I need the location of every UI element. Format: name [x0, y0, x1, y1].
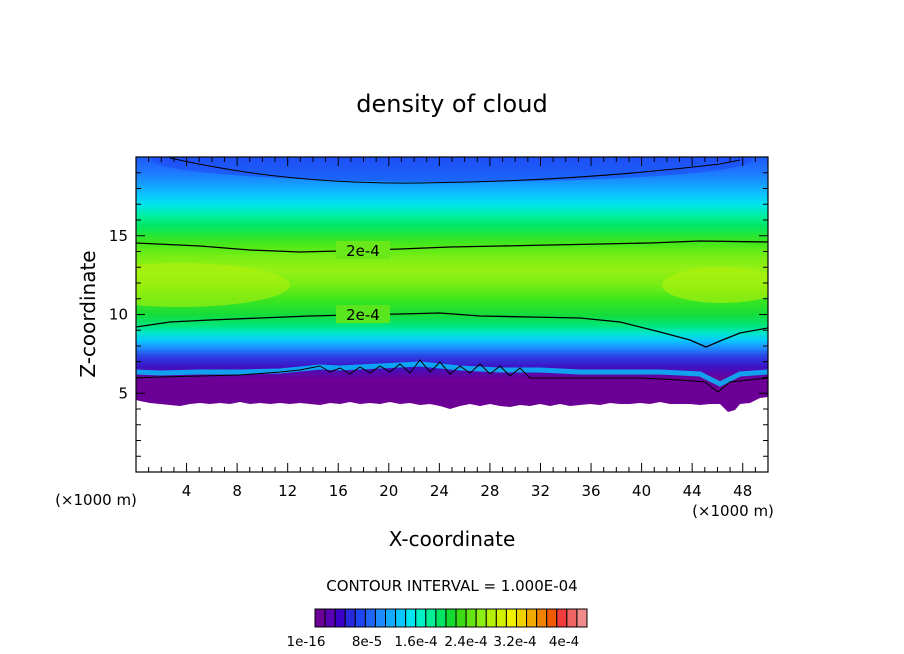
colorbar-swatch — [556, 608, 568, 628]
colorbar-label: 4e-4 — [549, 634, 579, 650]
colorbar-label: 2.4e-4 — [444, 634, 487, 650]
colorbar-label: 3.2e-4 — [493, 634, 536, 650]
contour-label-lower: 2e-4 — [346, 306, 380, 324]
x-tick-label: 44 — [683, 482, 702, 500]
chart-title: density of cloud — [356, 90, 547, 118]
cloud-base-band — [136, 361, 768, 387]
x-tick-label: 16 — [329, 482, 348, 500]
x-tick-label: 12 — [278, 482, 297, 500]
colorbar-labels: 1e-16 8e-5 1.6e-4 2.4e-4 3.2e-4 4e-4 — [287, 634, 580, 650]
y-tick-label: 15 — [109, 227, 128, 245]
colorbar-swatch — [324, 608, 336, 628]
x-tick-label: 8 — [232, 482, 242, 500]
colorbar-swatch — [314, 608, 326, 628]
y-tick-label: 5 — [118, 384, 128, 402]
colorbar-swatch — [354, 608, 366, 628]
colorbar-swatch — [364, 608, 376, 628]
x-tick-label: 48 — [733, 482, 752, 500]
colorbar-label: 8e-5 — [352, 634, 382, 650]
contour-label-bg — [336, 241, 390, 259]
cloud-core-right — [662, 267, 768, 303]
contour-line-lower — [136, 312, 768, 348]
colorbar-label: 1e-16 — [287, 634, 326, 650]
colorbar-swatch — [475, 608, 487, 628]
colorbar-swatch — [485, 608, 497, 628]
x-tick-label: 32 — [531, 482, 550, 500]
contour-label-upper: 2e-4 — [346, 242, 380, 260]
cloud-core-left — [136, 263, 290, 307]
contour-line-upper — [136, 240, 768, 253]
contour-line-base — [136, 359, 768, 393]
x-axis-unit: (×1000 m) — [692, 502, 774, 520]
colorbar — [314, 608, 588, 628]
x-tick-label: 24 — [430, 482, 449, 500]
contour-label-bg — [336, 305, 390, 323]
colorbar-swatch — [576, 608, 588, 628]
colorbar-swatch — [465, 608, 477, 628]
contour-line-top — [169, 157, 741, 184]
contour-interval-text: CONTOUR INTERVAL = 1.000E-04 — [326, 577, 577, 595]
x-tick-label: 40 — [632, 482, 651, 500]
x-axis-title: X-coordinate — [389, 527, 516, 551]
colorbar-swatch — [566, 608, 578, 628]
cloud-density-field — [136, 157, 768, 412]
colorbar-swatch — [546, 608, 558, 628]
colorbar-swatch — [374, 608, 387, 628]
y-axis-title: Z-coordinate — [76, 250, 100, 377]
x-tick-label: 20 — [379, 482, 398, 500]
x-tick-label: 4 — [182, 482, 192, 500]
y-tick-label: 10 — [109, 306, 128, 324]
colorbar-label: 1.6e-4 — [394, 634, 437, 650]
colorbar-swatch — [505, 608, 517, 628]
colorbar-swatch — [526, 608, 538, 628]
x-tick-label: 36 — [581, 482, 600, 500]
plot-area — [136, 157, 768, 412]
colorbar-swatch — [425, 608, 437, 628]
colorbar-swatch — [334, 608, 346, 628]
colorbar-swatch — [344, 608, 356, 628]
colorbar-swatch — [435, 608, 447, 628]
colorbar-swatch — [495, 608, 507, 628]
colorbar-swatch — [385, 608, 397, 628]
colorbar-swatch — [405, 608, 417, 628]
colorbar-swatch — [515, 608, 528, 628]
x-tick-label: 28 — [480, 482, 499, 500]
colorbar-swatch — [536, 608, 548, 628]
colorbar-swatch — [415, 608, 427, 628]
colorbar-swatch — [455, 608, 467, 628]
colorbar-swatch — [445, 608, 457, 628]
y-axis-unit: (×1000 m) — [55, 491, 137, 509]
colorbar-swatch — [395, 608, 407, 628]
